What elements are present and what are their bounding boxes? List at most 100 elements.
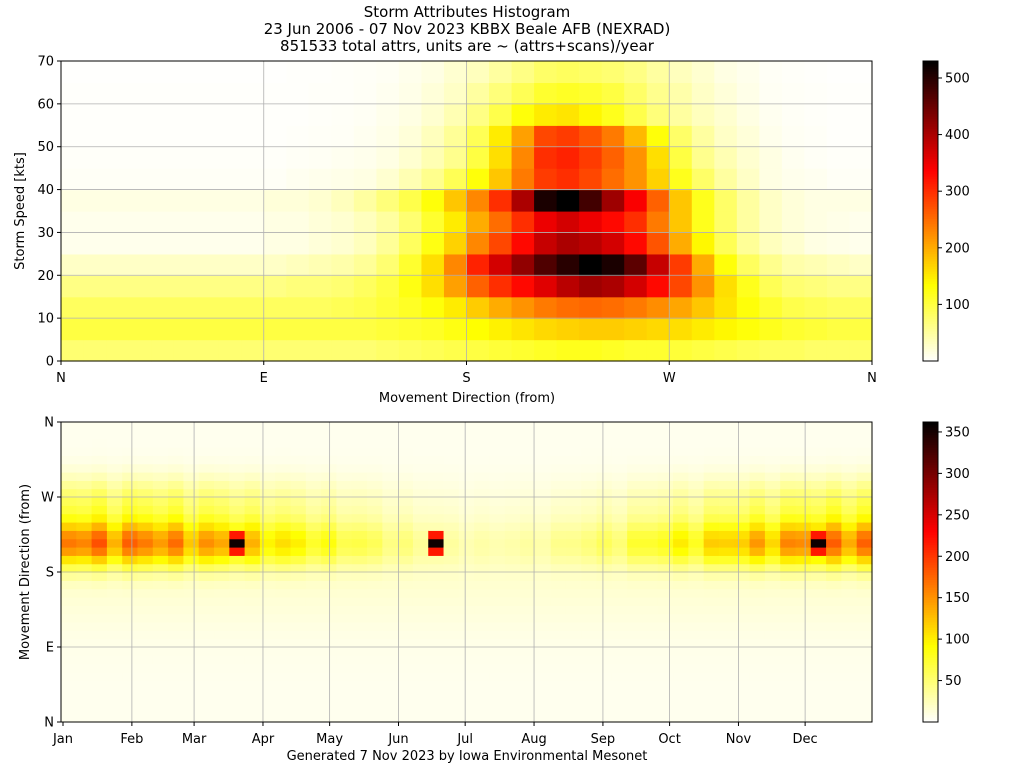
heatmap-cell <box>152 488 169 498</box>
heatmap-cell <box>489 463 506 473</box>
heatmap-cell <box>579 232 603 255</box>
heatmap-cell <box>795 522 812 531</box>
heatmap-cell <box>535 630 552 640</box>
heatmap-cell <box>826 422 842 431</box>
heatmap-cell <box>489 318 513 341</box>
heatmap-cell <box>474 605 491 615</box>
heatmap-cell <box>856 663 873 673</box>
heatmap-cell <box>688 622 705 631</box>
heatmap-cell <box>669 146 693 169</box>
heatmap-cell <box>601 318 625 341</box>
heatmap-cell <box>91 597 108 606</box>
heatmap-cell <box>841 580 858 590</box>
heatmap-cell <box>397 463 414 473</box>
heatmap-cell <box>321 563 338 573</box>
heatmap-cell <box>443 497 460 506</box>
colorbar-segment <box>923 131 938 135</box>
heatmap-cell <box>556 103 580 126</box>
heatmap-cell <box>550 447 567 456</box>
heatmap-cell <box>856 505 873 515</box>
heatmap-cell <box>703 530 720 540</box>
heatmap-cell <box>810 572 827 581</box>
heatmap-cell <box>556 82 580 105</box>
heatmap-cell <box>367 463 383 473</box>
heatmap-cell <box>412 655 429 665</box>
heatmap-cell <box>764 580 781 590</box>
heatmap-cell <box>489 572 506 581</box>
heatmap-cell <box>183 463 200 473</box>
heatmap-cell <box>331 275 355 298</box>
heatmap-cell <box>367 655 383 665</box>
heatmap-cell <box>229 538 246 548</box>
heatmap-cell <box>351 438 368 448</box>
colorbar-segment <box>923 654 938 658</box>
heatmap-cell <box>749 488 766 498</box>
heatmap-cell <box>275 713 292 723</box>
heatmap-cell <box>550 672 567 681</box>
heatmap-cell <box>780 538 797 548</box>
heatmap-cell <box>849 82 873 105</box>
colorbar-segment <box>923 682 938 686</box>
heatmap-cell <box>428 513 445 523</box>
colorbar-segment <box>923 704 938 708</box>
heatmap-cell <box>657 638 674 648</box>
heatmap-cell <box>703 505 720 515</box>
heatmap-cell <box>76 513 93 523</box>
colorbar-segment <box>923 444 938 448</box>
heatmap-cell <box>759 275 783 298</box>
heatmap-cell <box>214 638 230 648</box>
heatmap-cell <box>91 488 108 498</box>
heatmap-cell <box>657 555 674 565</box>
heatmap-cell <box>305 713 322 723</box>
heatmap-cell <box>61 146 85 169</box>
heatmap-cell <box>579 189 603 212</box>
x-tick-label: Mar <box>182 732 207 747</box>
heatmap-cell <box>669 125 693 148</box>
heatmap-cell <box>673 638 689 648</box>
heatmap-cell <box>458 647 475 656</box>
heatmap-cell <box>198 580 215 590</box>
heatmap-cell <box>397 613 414 623</box>
heatmap-cell <box>351 622 368 631</box>
heatmap-cell <box>579 296 603 319</box>
heatmap-cell <box>780 605 797 615</box>
heatmap-cell <box>122 655 139 665</box>
heatmap-cell <box>428 713 445 723</box>
heatmap-cell <box>137 430 154 440</box>
heatmap-cell <box>428 630 445 640</box>
heatmap-cell <box>397 522 414 531</box>
heatmap-cell <box>275 447 292 456</box>
heatmap-cell <box>841 463 858 473</box>
heatmap-cell <box>229 638 246 648</box>
colorbar-segment <box>923 639 938 643</box>
heatmap-cell <box>596 480 613 490</box>
heatmap-cell <box>611 713 628 723</box>
colorbar-segment <box>923 439 938 443</box>
heatmap-cell <box>259 647 276 656</box>
heatmap-cell <box>534 82 558 105</box>
x-tick-label: Nov <box>726 732 752 747</box>
heatmap-cell <box>61 630 77 640</box>
heatmap-cell <box>443 125 468 148</box>
colorbar-segment <box>923 539 938 543</box>
heatmap-cell <box>336 447 353 456</box>
heatmap-cell <box>168 588 185 598</box>
heatmap-cell <box>489 697 506 706</box>
heatmap-cell <box>397 663 414 673</box>
colorbar-segment <box>923 233 938 237</box>
y-tick-label: 50 <box>37 140 54 155</box>
heatmap-cell <box>336 430 353 440</box>
heatmap-cell <box>290 688 307 698</box>
heatmap-cell <box>673 538 689 548</box>
heatmap-cell <box>642 480 659 490</box>
heatmap-cell <box>504 705 521 715</box>
heatmap-cell <box>106 513 123 523</box>
heatmap-cell <box>286 275 310 298</box>
heatmap-cell <box>196 275 220 298</box>
colorbar-segment <box>923 512 938 516</box>
colorbar-segment <box>923 472 938 476</box>
heatmap-cell <box>856 580 873 590</box>
heatmap-cell <box>443 438 460 448</box>
heatmap-cell <box>382 672 399 681</box>
heatmap-cell <box>398 253 423 276</box>
